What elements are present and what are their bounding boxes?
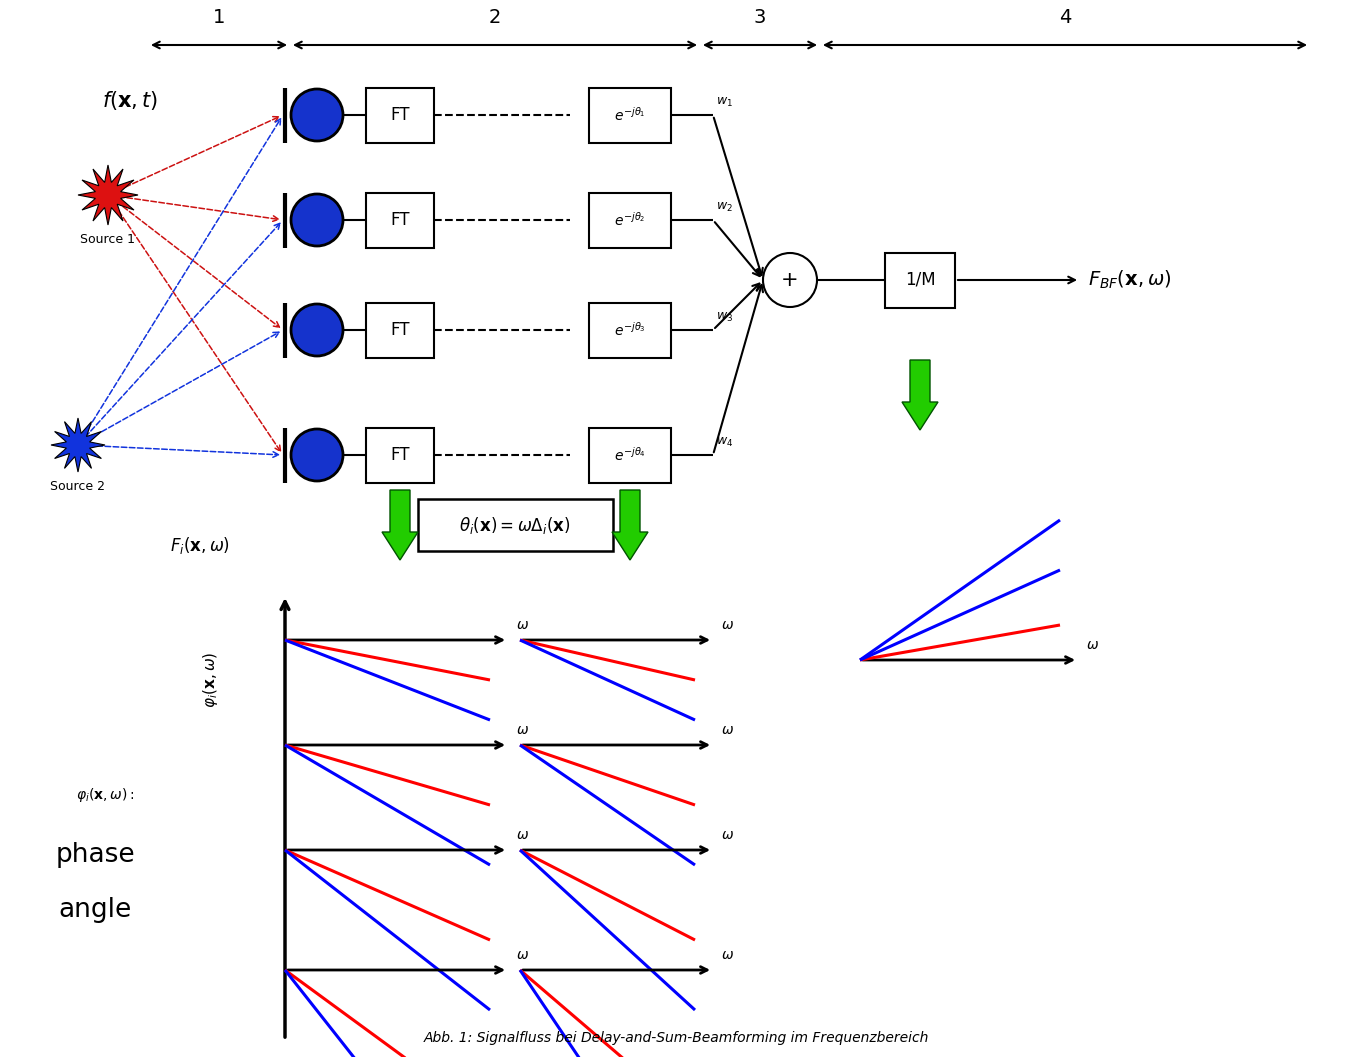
Text: Source 2: Source 2 — [50, 480, 105, 493]
Polygon shape — [902, 360, 938, 430]
Bar — [366, 427, 434, 482]
Text: $\omega$: $\omega$ — [721, 948, 734, 962]
Bar — [589, 427, 671, 482]
Circle shape — [763, 253, 817, 307]
Text: $f(\mathbf{x},t)$: $f(\mathbf{x},t)$ — [101, 89, 158, 111]
Bar — [366, 192, 434, 247]
Text: $\varphi_i(\mathbf{x},\omega)$: $\varphi_i(\mathbf{x},\omega)$ — [200, 652, 219, 708]
Text: FT: FT — [391, 446, 410, 464]
Circle shape — [291, 194, 343, 246]
Text: FT: FT — [391, 321, 410, 339]
Bar — [589, 88, 671, 143]
Text: 1: 1 — [212, 8, 226, 27]
Text: Source 1: Source 1 — [81, 233, 135, 246]
Bar — [366, 302, 434, 357]
Text: $\omega$: $\omega$ — [721, 618, 734, 632]
Text: $\omega$: $\omega$ — [516, 948, 529, 962]
Text: $\omega$: $\omega$ — [721, 828, 734, 842]
Text: angle: angle — [58, 897, 131, 923]
Text: $w_2$: $w_2$ — [717, 201, 733, 214]
Text: +: + — [781, 270, 799, 290]
Text: $e^{-j\theta_1}$: $e^{-j\theta_1}$ — [614, 106, 646, 124]
Text: $w_3$: $w_3$ — [717, 311, 733, 324]
Polygon shape — [51, 418, 105, 472]
Text: $F_{BF}(\mathbf{x},\omega)$: $F_{BF}(\mathbf{x},\omega)$ — [1088, 268, 1171, 291]
Text: $e^{-j\theta_2}$: $e^{-j\theta_2}$ — [614, 211, 646, 229]
Text: 3: 3 — [754, 8, 767, 27]
Text: 2: 2 — [489, 8, 502, 27]
Text: $\theta_i(\mathbf{x}) = \omega\Delta_i(\mathbf{x})$: $\theta_i(\mathbf{x}) = \omega\Delta_i(\… — [460, 515, 571, 536]
Text: Abb. 1: Signalfluss bei Delay-and-Sum-Beamforming im Frequenzbereich: Abb. 1: Signalfluss bei Delay-and-Sum-Be… — [423, 1031, 929, 1045]
Text: $F_i(\mathbf{x},\omega)$: $F_i(\mathbf{x},\omega)$ — [170, 535, 230, 556]
Text: $e^{-j\theta_4}$: $e^{-j\theta_4}$ — [614, 446, 646, 464]
Text: 1/M: 1/M — [904, 271, 936, 289]
Text: $w_4$: $w_4$ — [717, 435, 733, 449]
Bar — [886, 253, 955, 308]
Text: phase: phase — [55, 842, 135, 868]
Circle shape — [291, 89, 343, 141]
Text: 4: 4 — [1059, 8, 1071, 27]
Bar — [589, 302, 671, 357]
Text: FT: FT — [391, 106, 410, 124]
Bar — [589, 192, 671, 247]
Text: $\omega$: $\omega$ — [516, 618, 529, 632]
Polygon shape — [383, 490, 418, 560]
Text: FT: FT — [391, 211, 410, 229]
Text: $\varphi_i(\mathbf{x},\omega):$: $\varphi_i(\mathbf{x},\omega):$ — [76, 786, 134, 804]
Text: $\omega$: $\omega$ — [516, 828, 529, 842]
Polygon shape — [78, 165, 138, 225]
Text: $w_1$: $w_1$ — [717, 96, 733, 109]
Text: $e^{-j\theta_3}$: $e^{-j\theta_3}$ — [614, 321, 646, 339]
Circle shape — [291, 429, 343, 481]
Text: $\omega$: $\omega$ — [516, 723, 529, 737]
Text: $\omega$: $\omega$ — [721, 723, 734, 737]
Text: $\omega$: $\omega$ — [1086, 638, 1099, 652]
Bar — [366, 88, 434, 143]
Polygon shape — [612, 490, 648, 560]
Bar — [418, 499, 612, 551]
Circle shape — [291, 304, 343, 356]
